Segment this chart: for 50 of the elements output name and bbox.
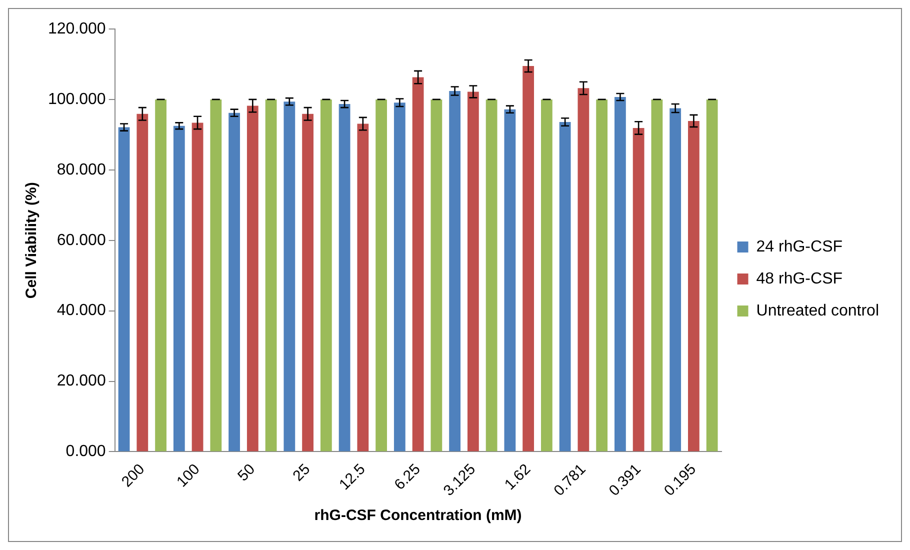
x-tick-label: 100 bbox=[174, 460, 204, 491]
bar bbox=[540, 99, 552, 452]
y-tick-label: 80.000 bbox=[56, 161, 106, 178]
y-tick-label: 100.000 bbox=[48, 90, 106, 108]
x-axis-title: rhG-CSF Concentration (mM) bbox=[314, 507, 522, 524]
bar bbox=[155, 99, 166, 452]
bar bbox=[412, 77, 424, 452]
bar bbox=[504, 109, 516, 452]
bar bbox=[320, 99, 332, 452]
bar bbox=[284, 102, 296, 452]
bar bbox=[338, 104, 350, 452]
y-tick-label: 20.000 bbox=[56, 372, 106, 390]
bar bbox=[706, 99, 718, 452]
bar bbox=[559, 122, 571, 452]
x-tick-label: 25 bbox=[290, 460, 314, 485]
bar bbox=[467, 92, 479, 452]
bar bbox=[394, 102, 406, 452]
bar bbox=[430, 99, 442, 452]
bar bbox=[522, 66, 534, 452]
x-tick-label: 200 bbox=[118, 460, 148, 491]
bar bbox=[228, 112, 240, 452]
bar bbox=[136, 114, 148, 452]
bar bbox=[210, 99, 222, 452]
y-tick-label: 0.000 bbox=[66, 443, 106, 460]
bar bbox=[486, 99, 498, 452]
bar bbox=[357, 124, 369, 452]
x-tick-label: 50 bbox=[234, 460, 258, 485]
bar bbox=[246, 106, 258, 452]
legend-label: Untreated control bbox=[756, 302, 879, 320]
bar bbox=[118, 127, 130, 452]
y-tick-label: 60.000 bbox=[56, 232, 106, 249]
bar bbox=[173, 126, 185, 452]
bar bbox=[192, 122, 204, 452]
x-tick-label: 6.25 bbox=[391, 460, 424, 494]
y-axis-title: Cell Viability (%) bbox=[23, 182, 40, 299]
bar bbox=[632, 128, 644, 452]
y-tick-label: 120.000 bbox=[48, 20, 106, 38]
bar bbox=[265, 99, 277, 452]
bar bbox=[596, 99, 608, 452]
bar bbox=[302, 114, 314, 452]
bar bbox=[651, 99, 663, 452]
bar bbox=[614, 96, 626, 452]
bar bbox=[688, 120, 700, 452]
legend-label: 48 rhG-CSF bbox=[756, 270, 843, 288]
bar bbox=[376, 99, 387, 452]
bar bbox=[578, 88, 590, 452]
bar bbox=[449, 91, 460, 452]
bar bbox=[670, 108, 682, 452]
legend-label: 24 rhG-CSF bbox=[756, 238, 843, 256]
y-tick-label: 40.000 bbox=[56, 302, 106, 320]
